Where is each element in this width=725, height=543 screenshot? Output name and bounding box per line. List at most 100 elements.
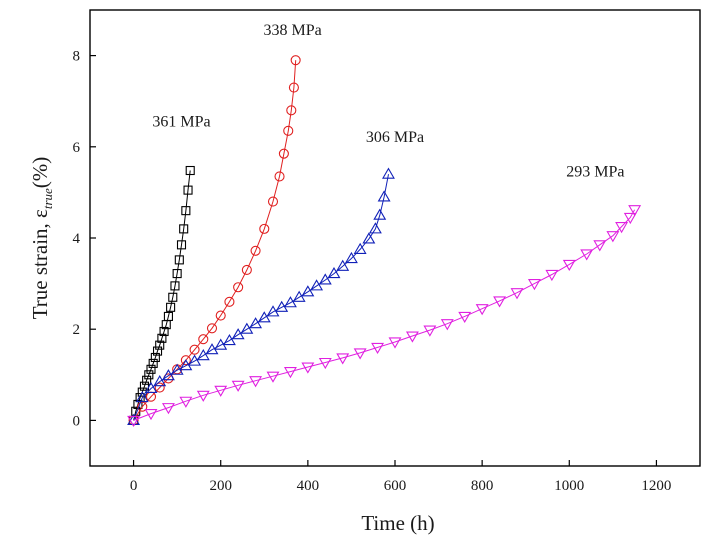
data-point	[196, 390, 210, 402]
data-point	[327, 266, 341, 279]
data-point	[545, 269, 559, 282]
x-tick-label: 400	[297, 478, 320, 494]
data-point	[185, 165, 195, 176]
data-point	[353, 348, 367, 360]
series-line	[133, 174, 389, 421]
data-point	[144, 381, 158, 394]
y-axis-title: True strain, εtrue(%)	[28, 157, 55, 320]
data-point	[318, 273, 332, 285]
series-line	[133, 209, 636, 421]
data-point	[144, 370, 154, 380]
data-point	[580, 249, 594, 261]
data-point	[188, 354, 202, 366]
series-triangle-up	[127, 167, 395, 425]
data-point	[290, 55, 301, 66]
data-point	[139, 381, 150, 391]
data-point	[493, 296, 507, 308]
data-point	[170, 281, 180, 291]
data-point	[144, 409, 158, 421]
data-point	[278, 148, 289, 159]
data-point	[458, 311, 472, 324]
series-annotation-label: 293 MPa	[566, 163, 624, 180]
data-point	[475, 304, 489, 316]
data-point	[163, 311, 173, 321]
data-point	[373, 208, 387, 220]
data-point	[168, 292, 178, 302]
data-point	[623, 212, 637, 225]
y-axis-title-unit: (%)	[28, 157, 52, 188]
data-point	[231, 328, 245, 340]
data-point	[527, 279, 541, 291]
y-axis-title-main: True strain, ε	[28, 209, 52, 319]
data-point	[606, 231, 620, 243]
data-point	[153, 375, 167, 387]
data-point	[628, 205, 642, 217]
y-axis-ticks: 0 2 4 6 8	[73, 49, 96, 429]
data-point	[310, 279, 324, 291]
data-point	[249, 317, 263, 329]
data-point	[283, 125, 294, 136]
x-axis-title: Time (h)	[361, 511, 434, 535]
data-point	[241, 264, 252, 275]
data-point	[274, 171, 285, 182]
data-point	[233, 282, 244, 293]
data-point	[155, 340, 165, 350]
x-tick-label: 1200	[641, 478, 671, 494]
data-point	[249, 376, 263, 388]
data-point	[231, 380, 245, 392]
x-tick-label: 800	[471, 478, 494, 494]
data-point	[240, 322, 254, 334]
data-point	[510, 288, 524, 300]
data-point	[215, 310, 226, 321]
data-point	[127, 415, 141, 427]
x-tick-label: 1000	[554, 478, 584, 494]
data-point	[137, 401, 148, 412]
series-annotation-label: 338 MPa	[263, 22, 321, 39]
data-point	[179, 396, 193, 408]
data-point	[224, 296, 235, 307]
data-point	[214, 385, 228, 397]
series-annotation-label: 361 MPa	[152, 113, 210, 130]
data-point	[267, 196, 279, 207]
data-point	[257, 311, 271, 323]
y-tick-label: 2	[73, 322, 81, 338]
data-point	[180, 355, 191, 366]
data-point	[259, 223, 270, 234]
data-point	[148, 358, 158, 368]
data-point	[423, 325, 437, 337]
data-point	[440, 319, 454, 331]
data-point	[198, 334, 209, 345]
data-point	[266, 371, 280, 383]
data-point	[174, 255, 184, 265]
data-point	[292, 290, 306, 302]
data-point	[288, 82, 299, 93]
data-point	[206, 323, 218, 334]
series-annotation-label: 306 MPa	[366, 129, 424, 146]
y-tick-label: 8	[73, 49, 81, 65]
data-point	[189, 344, 200, 355]
y-tick-label: 0	[73, 413, 81, 429]
data-point	[344, 251, 358, 264]
series-square	[129, 165, 195, 425]
data-point	[377, 190, 391, 202]
y-axis-title-subscript: true	[40, 188, 55, 209]
data-point	[362, 232, 376, 244]
data-point	[172, 269, 182, 279]
data-point	[405, 331, 419, 343]
data-point	[150, 352, 160, 363]
data-point	[154, 382, 165, 393]
data-point	[161, 369, 175, 381]
data-point	[318, 357, 332, 370]
x-axis-ticks: 0 200 400 600 800 1000 1200	[130, 460, 671, 494]
series-triangle-down	[127, 205, 642, 427]
data-point	[196, 349, 210, 361]
data-point	[371, 342, 385, 355]
series-circle	[128, 55, 301, 426]
data-point	[593, 240, 607, 252]
data-point	[161, 403, 175, 415]
data-point	[146, 364, 156, 374]
data-point	[301, 362, 315, 374]
data-point	[222, 334, 236, 346]
data-point	[615, 222, 629, 234]
